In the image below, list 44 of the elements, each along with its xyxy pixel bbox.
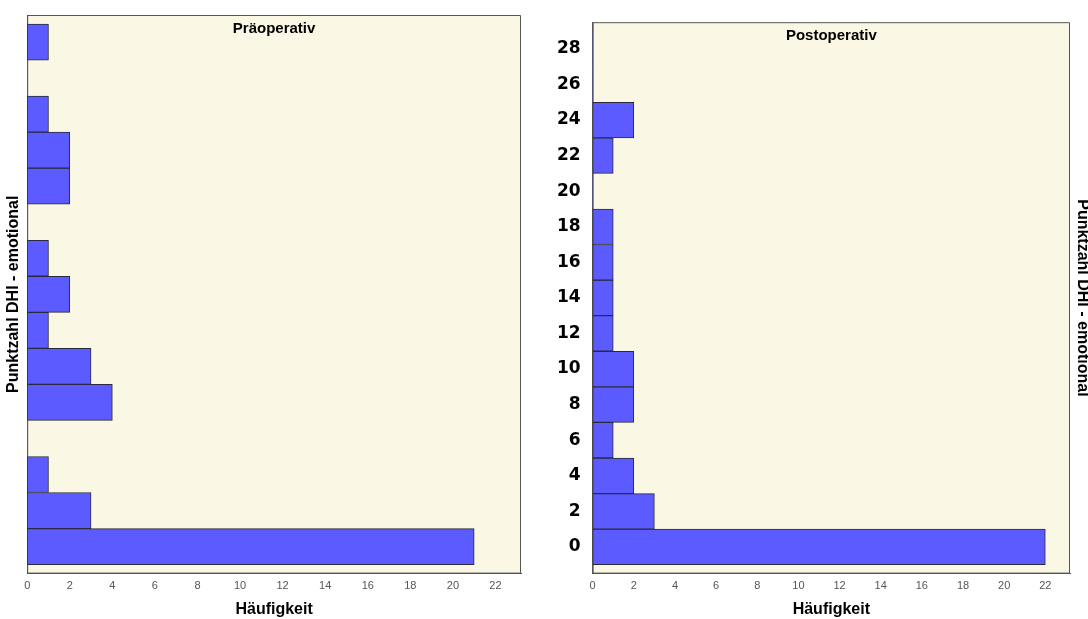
y-tick-label: 8: [568, 393, 581, 414]
x-tick-label: 18: [404, 579, 417, 592]
x-tick-label: 8: [194, 579, 201, 592]
x-tick-label: 12: [833, 579, 846, 592]
x-axis-title: Häufigkeit: [792, 599, 871, 617]
x-tick-label: 0: [589, 579, 596, 592]
x-tick-label: 10: [792, 579, 805, 592]
y-tick-label: 28: [556, 37, 581, 58]
x-tick-label: 14: [874, 579, 887, 592]
x-tick-label: 6: [713, 579, 720, 592]
y-tick-label: 0: [568, 535, 581, 556]
y-tick-label: 22: [556, 144, 581, 165]
x-tick-label: 4: [671, 579, 679, 592]
y-tick-label: 2: [568, 499, 581, 520]
x-tick-label: 16: [915, 579, 928, 592]
x-tick-label: 22: [489, 579, 502, 592]
x-tick-label: 2: [66, 579, 73, 592]
y-tick-label: 18: [556, 215, 581, 236]
y-tick-label: 4: [568, 464, 581, 485]
y-tick-label: 24: [556, 108, 581, 129]
x-tick-label: 2: [630, 579, 637, 592]
x-tick-label: 0: [24, 579, 31, 592]
x-tick-label: 10: [233, 579, 247, 592]
x-tick-label: 16: [361, 579, 374, 592]
y-tick-label: 26: [556, 72, 581, 93]
x-tick-label: 20: [998, 579, 1011, 592]
chart-title: Präoperativ: [232, 18, 317, 36]
y-axis-title: Punktzahl DHI - emotional: [4, 195, 22, 393]
x-tick-label: 20: [446, 579, 460, 592]
y-tick-label: 20: [556, 179, 581, 200]
x-axis-title: Häufigkeit: [235, 599, 314, 617]
y-tick-label: 14: [556, 286, 581, 307]
x-tick-label: 6: [151, 579, 158, 592]
x-tick-label: 8: [754, 579, 761, 592]
x-tick-label: 22: [1039, 579, 1052, 592]
x-tick-label: 14: [319, 579, 332, 592]
x-tick-label: 4: [109, 579, 116, 592]
y-tick-label: 10: [556, 357, 581, 378]
y-tick-label: 6: [568, 428, 581, 449]
y-tick-label: 12: [556, 321, 581, 342]
chart-title: Postoperativ: [785, 25, 878, 43]
y-tick-label: 16: [556, 250, 581, 271]
x-tick-label: 18: [956, 579, 970, 592]
x-tick-label: 12: [276, 579, 289, 592]
